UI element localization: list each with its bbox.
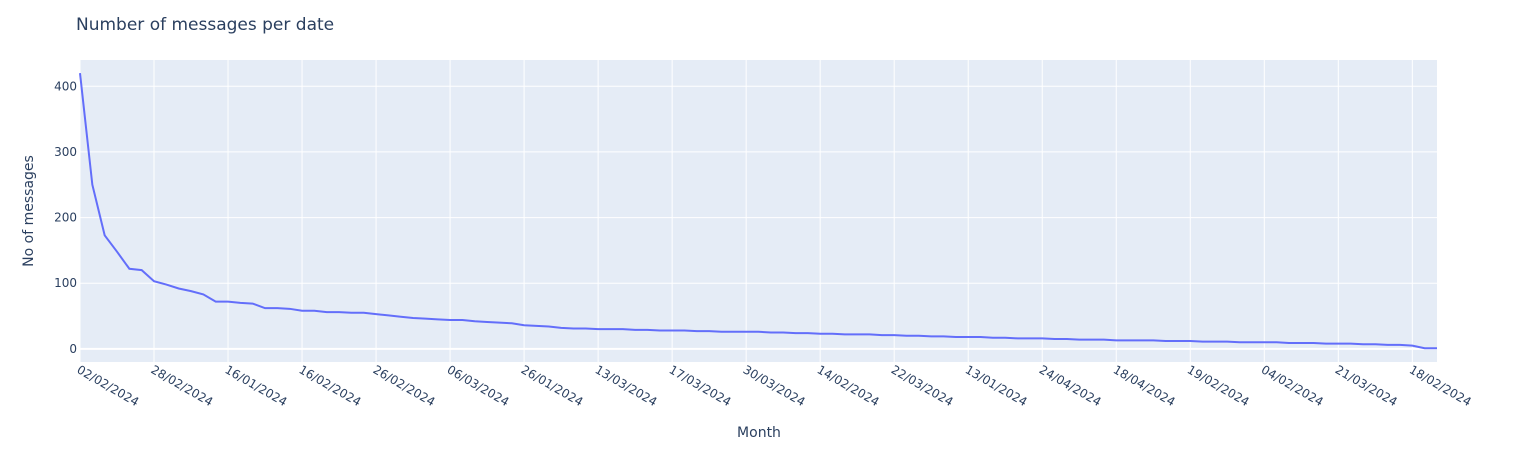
x-tick-label: 19/02/2024 [1185,362,1252,409]
x-tick-label: 26/01/2024 [519,362,586,409]
y-tick-label: 300 [54,145,77,159]
x-axis-title: Month [737,425,781,441]
y-tick-label: 100 [54,276,77,290]
y-tick-label: 0 [69,342,77,356]
x-tick-label: 06/03/2024 [445,362,512,409]
x-tick-label: 13/03/2024 [593,362,660,409]
x-tick-label: 30/03/2024 [741,362,808,409]
x-tick-labels: 02/02/2024 28/02/2024 16/01/2024 16/02/2024… [75,362,1474,409]
x-tick-label: 16/02/2024 [297,362,364,409]
x-tick-label: 14/02/2024 [815,362,882,409]
x-tick-label: 18/04/2024 [1111,362,1178,409]
x-tick-label: 22/03/2024 [889,362,956,409]
x-tick-label: 17/03/2024 [667,362,734,409]
x-tick-label: 18/02/2024 [1407,362,1474,409]
y-gridlines [80,85,1437,350]
chart-title: Number of messages per date [76,15,334,35]
x-tick-label: 24/04/2024 [1037,362,1104,409]
plot-area [80,60,1437,362]
x-gridlines [79,60,1413,362]
series-line [79,73,1437,350]
x-tick-label: 28/02/2024 [149,362,216,409]
x-tick-label: 13/01/2024 [963,362,1030,409]
y-axis-title: No of messages [21,155,37,267]
y-tick-labels: 0 100 200 300 400 [54,79,77,356]
x-tick-label: 16/01/2024 [223,362,290,409]
x-tick-label: 02/02/2024 [75,362,142,409]
y-tick-label: 200 [54,211,77,225]
x-tick-label: 04/02/2024 [1259,362,1326,409]
x-tick-label: 21/03/2024 [1333,362,1400,409]
y-tick-label: 400 [54,79,77,93]
x-tick-label: 26/02/2024 [371,362,438,409]
